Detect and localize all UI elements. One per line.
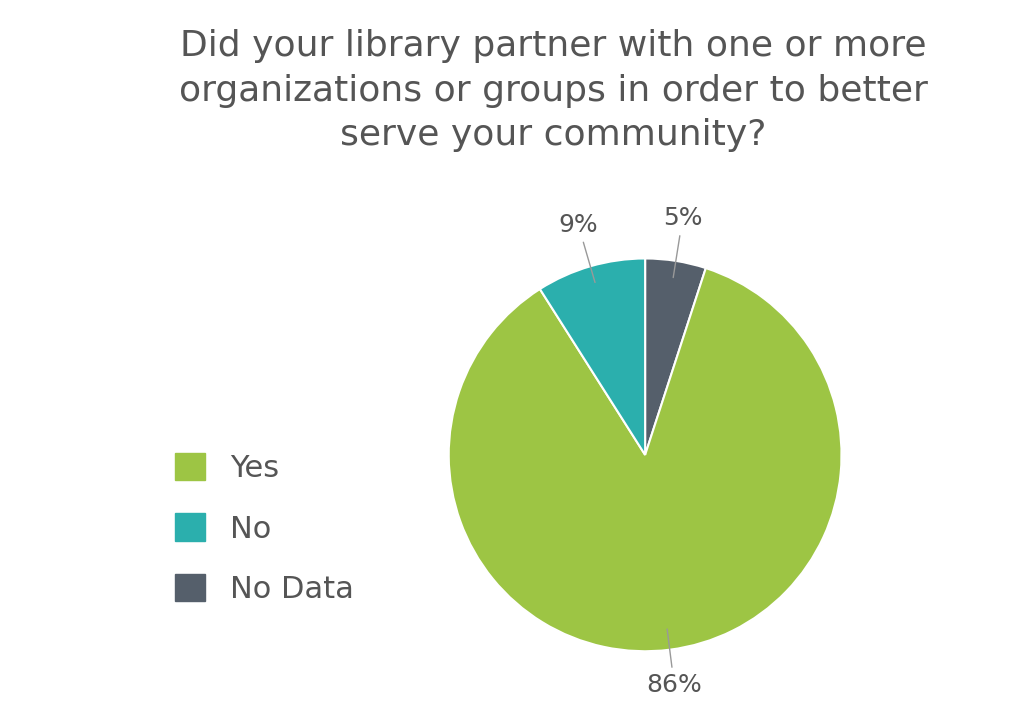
Legend: Yes, No, No Data: Yes, No, No Data: [160, 438, 369, 619]
Text: 86%: 86%: [646, 629, 702, 697]
Text: 9%: 9%: [558, 213, 598, 282]
Wedge shape: [540, 258, 645, 455]
Text: Did your library partner with one or more
organizations or groups in order to be: Did your library partner with one or mor…: [178, 29, 928, 152]
Wedge shape: [449, 268, 842, 651]
Text: 5%: 5%: [663, 206, 702, 277]
Wedge shape: [645, 258, 706, 455]
